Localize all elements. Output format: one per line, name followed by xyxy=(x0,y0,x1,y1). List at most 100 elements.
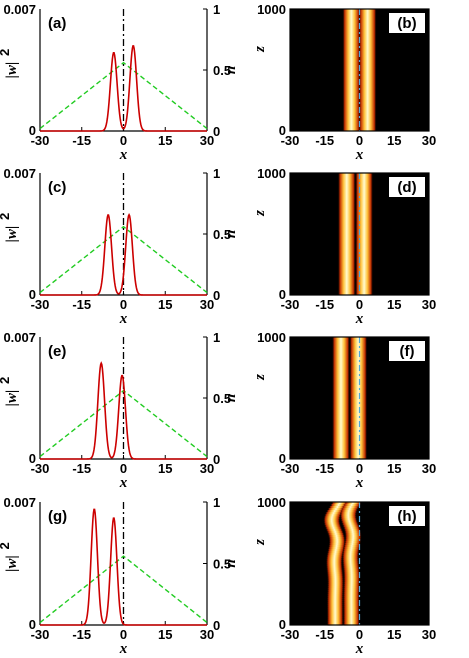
beam-trace-segment xyxy=(326,575,344,579)
beam-trace-segment xyxy=(325,561,343,565)
beam-trace-segment xyxy=(343,584,361,587)
beam-trace xyxy=(337,173,356,295)
y-right-tick-label: 0.5 xyxy=(213,63,231,78)
y-left-tick-label: 0 xyxy=(29,287,36,302)
intensity-curve xyxy=(40,45,207,132)
x-tick-label: 30 xyxy=(422,627,436,642)
y-right-tick-label: 1 xyxy=(213,166,220,181)
beam-trace-segment xyxy=(326,569,344,573)
beam-trace-segment xyxy=(342,553,360,556)
panel-tag: (a) xyxy=(48,15,66,32)
beam-trace-segment xyxy=(326,616,344,620)
beam-trace-segment xyxy=(340,510,358,513)
beam-trace-segment xyxy=(326,622,344,626)
beam-trace-segment xyxy=(325,559,343,563)
y-left-tick-label: 0.007 xyxy=(3,2,36,17)
y-left-axis-label: |w| 2 xyxy=(0,542,20,572)
intensity-curve xyxy=(40,361,207,460)
y-left-axis-text: |w| xyxy=(4,62,20,79)
x-tick-label: -30 xyxy=(281,133,300,148)
x-tick-label: 0 xyxy=(120,461,127,476)
x-tick-label: 15 xyxy=(387,627,401,642)
beam-trace-segment xyxy=(328,536,346,540)
beam-trace-segment xyxy=(326,555,344,558)
beam-trace-segment xyxy=(343,573,361,577)
beam-trace-segment xyxy=(327,547,345,550)
beam-trace-segment xyxy=(342,598,360,601)
x-tick-label: -15 xyxy=(72,133,91,148)
panel-tag: (h) xyxy=(397,508,416,525)
y-left-tick-label: 0.007 xyxy=(3,166,36,181)
beam-trace-segment xyxy=(326,598,344,601)
beam-trace-segment xyxy=(326,553,344,556)
beam-trace-segment xyxy=(341,522,359,526)
panel-tag: (e) xyxy=(48,343,66,360)
beam-trace-segment xyxy=(325,563,343,567)
x-tick-label: 15 xyxy=(387,133,401,148)
beam-trace-segment xyxy=(342,506,359,509)
beam-trace-segment xyxy=(323,516,341,519)
x-tick-label: 0 xyxy=(120,297,127,312)
beam-trace-segment xyxy=(341,508,358,511)
beam-trace-segment xyxy=(326,602,344,606)
beam-trace-segment xyxy=(327,579,344,583)
y-left-tick-label: 0.007 xyxy=(3,495,36,510)
x-tick-label: -30 xyxy=(31,297,50,312)
beam-trace-segment xyxy=(327,586,344,589)
beam-trace xyxy=(355,173,374,295)
beam-trace-segment xyxy=(343,526,361,530)
x-axis-label: x xyxy=(119,641,128,657)
beam-trace-segment xyxy=(323,520,341,524)
beam-trace-segment xyxy=(342,549,360,552)
beam-trace-segment xyxy=(325,557,343,560)
beam-trace-segment xyxy=(342,567,360,571)
beam-trace-segment xyxy=(326,588,344,591)
beam-trace-segment xyxy=(326,592,344,595)
beam-trace-segment xyxy=(343,545,361,548)
beam-trace xyxy=(349,337,368,459)
beam-trace-segment xyxy=(342,600,360,604)
x-tick-label: 0 xyxy=(356,461,363,476)
panel-tag: (g) xyxy=(48,508,67,525)
intensity-curve xyxy=(40,508,207,626)
y-left-axis-label: |w| 2 xyxy=(0,49,20,79)
beam-trace-segment xyxy=(326,606,344,610)
x-axis-label: x xyxy=(355,641,364,657)
beam-trace-segment xyxy=(328,540,346,544)
y-left-tick-label: 0.007 xyxy=(3,330,36,345)
beam-trace-segment xyxy=(330,504,348,507)
y-right-axis-label: n xyxy=(223,394,239,402)
y-left-axis-superscript: 2 xyxy=(0,213,12,220)
x-tick-label: 30 xyxy=(422,133,436,148)
z-axis-text: z xyxy=(252,374,268,381)
beam-trace-segment xyxy=(323,518,341,522)
beam-trace-segment xyxy=(326,571,344,575)
panel-tag-background xyxy=(389,177,425,197)
y-left-tick-label: 0 xyxy=(29,451,36,466)
index-profile-line xyxy=(39,555,208,624)
x-tick-label: -15 xyxy=(72,461,91,476)
beam-trace-segment xyxy=(325,512,342,515)
x-tick-label: -15 xyxy=(315,133,334,148)
x-tick-label: 0 xyxy=(356,297,363,312)
beam-trace-segment xyxy=(343,579,361,583)
x-tick-label: -15 xyxy=(72,297,91,312)
beam-trace-segment xyxy=(328,538,346,542)
z-axis-label: z xyxy=(252,46,268,53)
beam-trace-segment xyxy=(344,540,362,544)
beam-trace-segment xyxy=(325,565,343,569)
x-tick-label: 0 xyxy=(356,133,363,148)
beam-trace-segment xyxy=(326,551,344,554)
beam-trace-segment xyxy=(339,512,357,515)
beam-trace-segment xyxy=(342,557,359,560)
y-left-axis-superscript: 2 xyxy=(0,377,12,384)
x-tick-label: 30 xyxy=(200,133,214,148)
y-left-axis-label: |w| 2 xyxy=(0,377,20,407)
x-axis-label: x xyxy=(355,311,364,327)
x-tick-label: -15 xyxy=(315,461,334,476)
y-right-axis-label: n xyxy=(223,66,239,74)
